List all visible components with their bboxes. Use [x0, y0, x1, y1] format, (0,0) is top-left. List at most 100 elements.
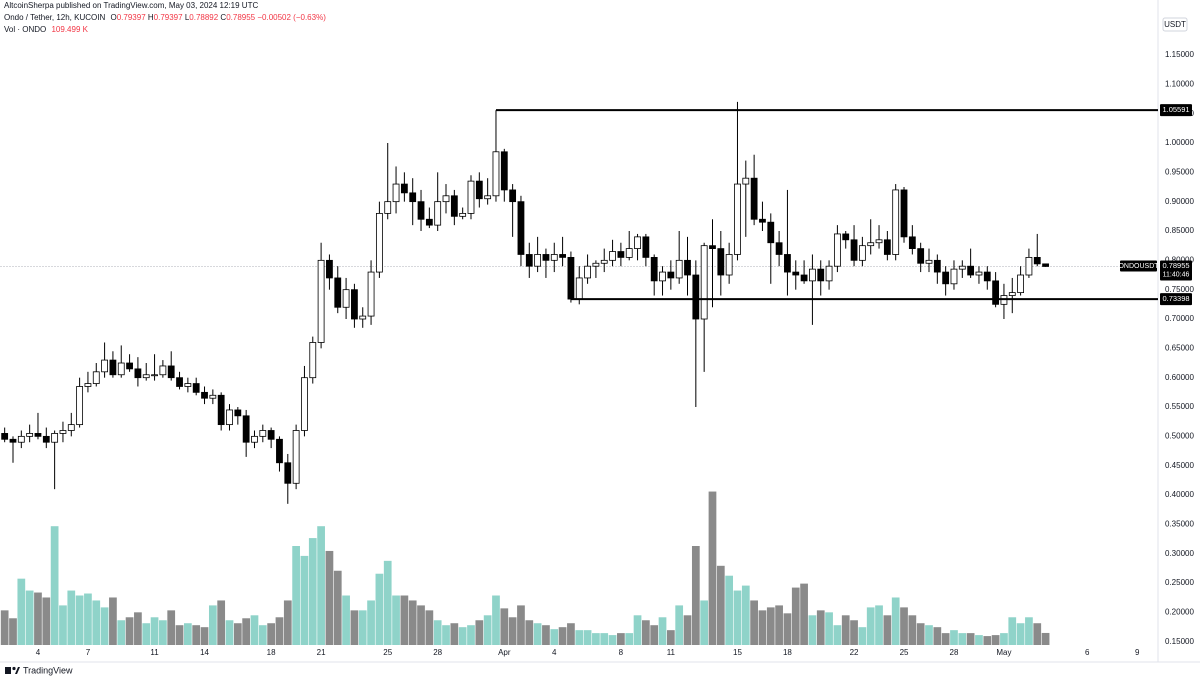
- volume-bar: [167, 610, 176, 645]
- ohlc-letter: H: [148, 13, 154, 22]
- volume-bar: [941, 633, 950, 645]
- volume-bar: [483, 615, 492, 645]
- candle-body: [717, 248, 725, 276]
- ohlc-value: 0.78955: [226, 13, 255, 22]
- volume-bar: [342, 595, 350, 645]
- candle-body: [525, 254, 533, 267]
- volume-bar: [575, 630, 584, 645]
- unit-box: [1162, 17, 1188, 32]
- x-tick-label: 7: [86, 648, 91, 657]
- x-tick-label: 6: [1085, 648, 1090, 657]
- candle-body: [659, 271, 666, 282]
- price-label: 0.78955: [1162, 261, 1189, 270]
- volume-bar: [75, 595, 84, 645]
- candle-body: [1008, 292, 1016, 296]
- volume-bar: [383, 560, 392, 645]
- volume-bar: [808, 615, 817, 645]
- candle-body: [184, 383, 192, 387]
- x-tick-label: 28: [950, 648, 959, 657]
- volume-bar: [208, 605, 217, 645]
- volume-bar: [84, 593, 92, 645]
- candle-body: [534, 254, 542, 267]
- candle-body: [101, 359, 108, 373]
- y-tick-label: 0.65000: [1165, 343, 1194, 352]
- candle-body: [684, 259, 691, 276]
- ohlc-value: 0.78892: [189, 13, 218, 22]
- candle-body: [359, 315, 367, 320]
- candle-body: [51, 433, 59, 443]
- x-tick-label: 21: [317, 648, 326, 657]
- ohlc-letter: O: [110, 13, 116, 22]
- candle-body: [992, 280, 1000, 305]
- candle-body: [176, 377, 183, 387]
- volume-bar: [450, 623, 459, 645]
- volume-bar: [875, 605, 883, 645]
- candle-body: [609, 251, 616, 261]
- volume-bar: [192, 625, 201, 645]
- candle-body: [1, 433, 9, 440]
- candle-body: [742, 177, 750, 185]
- candle-body: [450, 195, 458, 217]
- volume-bar: [367, 600, 375, 645]
- y-tick-label: 0.30000: [1165, 549, 1194, 558]
- candle-body: [459, 212, 467, 217]
- level-label: 0.73398: [1162, 294, 1189, 303]
- logo-shape: [12, 666, 16, 671]
- candle-body: [842, 233, 850, 241]
- volume-bar: [317, 526, 325, 645]
- y-tick-label: 0.55000: [1165, 402, 1194, 411]
- candle-body: [933, 259, 941, 273]
- candle-body: [367, 271, 375, 317]
- x-tick-label: 11: [667, 648, 676, 657]
- candle-body: [226, 409, 233, 426]
- candle-body: [26, 433, 34, 437]
- ohlc-value: 0.79397: [117, 13, 146, 22]
- candle-body: [858, 245, 866, 261]
- candle-body: [76, 386, 84, 426]
- candle-body: [942, 271, 950, 285]
- candle-body: [883, 239, 891, 255]
- volume-bar: [800, 583, 808, 645]
- volume-bar: [583, 630, 592, 645]
- volume-bar: [617, 633, 625, 645]
- y-tick-label: 0.85000: [1165, 226, 1194, 235]
- y-tick-label: 0.80000: [1165, 255, 1194, 264]
- volume-bar: [550, 629, 559, 645]
- volume-bar: [433, 620, 442, 645]
- x-tick-label: 4: [36, 648, 41, 657]
- candle-body: [276, 438, 283, 464]
- brand-logo: TradingView: [5, 665, 73, 675]
- x-tick-label: 15: [733, 648, 742, 657]
- candle-body: [867, 242, 875, 247]
- candle-body: [925, 259, 933, 264]
- y-tick-label: 0.15000: [1165, 637, 1194, 646]
- volume-bar: [725, 575, 734, 645]
- x-tick-label: 9: [1135, 648, 1140, 657]
- volume-bar: [34, 592, 42, 645]
- y-tick-label: 0.50000: [1165, 431, 1194, 440]
- volume-bar: [816, 610, 825, 645]
- candle-body: [958, 265, 966, 270]
- candle-body: [792, 271, 800, 276]
- volume-bar: [958, 633, 967, 645]
- volume-bar: [950, 630, 958, 645]
- y-tick-label: 0.95000: [1165, 167, 1194, 176]
- candle-body: [292, 430, 300, 484]
- candle-body: [59, 430, 67, 434]
- candle-body: [301, 377, 308, 431]
- volume-bar: [425, 610, 434, 645]
- price-box: [1160, 260, 1192, 281]
- volume-bar: [350, 610, 359, 645]
- volume-bar: [608, 635, 617, 645]
- y-unit: USDT: [1164, 20, 1186, 29]
- volume-bar: [966, 633, 975, 645]
- countdown: 11:40:46: [1163, 271, 1190, 278]
- candle-body: [900, 189, 908, 238]
- volume-legend: Vol · ONDO 109.499 K: [4, 25, 89, 34]
- volume-bar: [933, 627, 942, 645]
- candle-body: [667, 271, 675, 279]
- symbol: Ondo / Tether, 12h, KUCOIN: [4, 13, 105, 22]
- candle-body: [434, 201, 442, 226]
